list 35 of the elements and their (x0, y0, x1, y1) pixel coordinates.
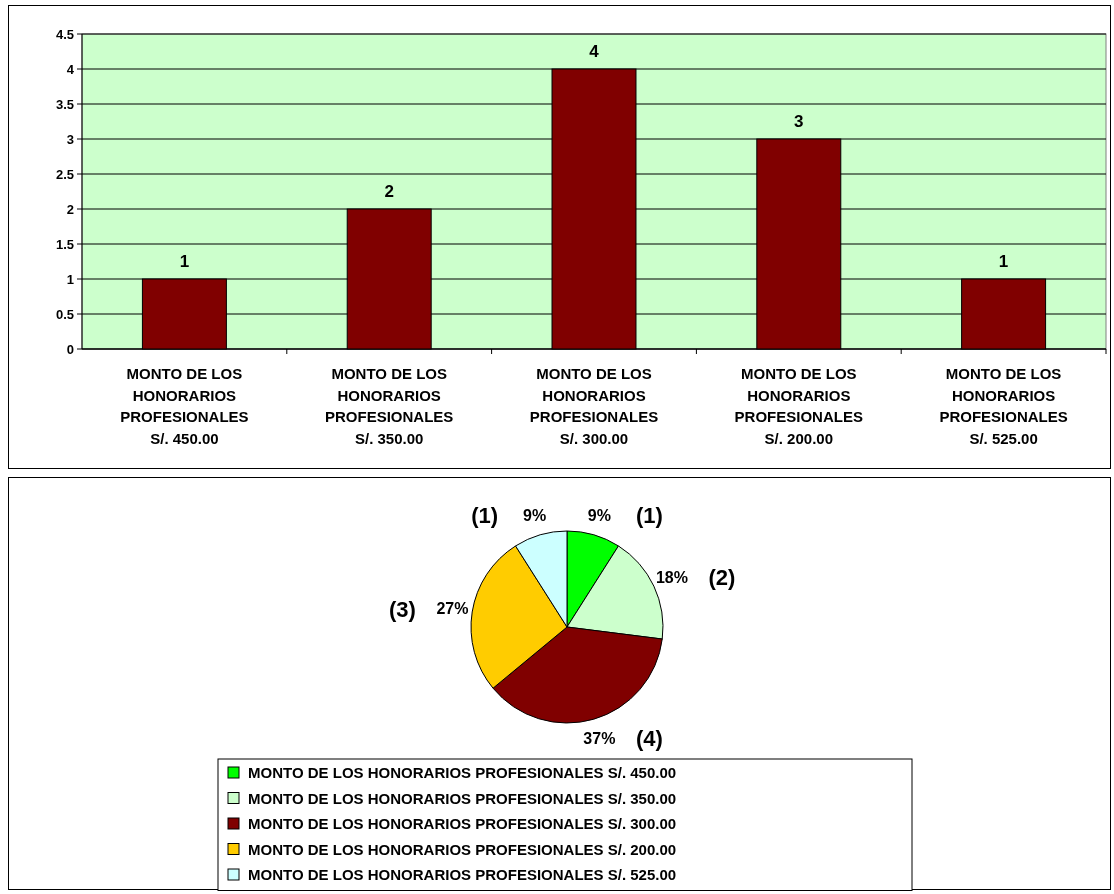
data-label: 1 (179, 252, 190, 271)
data-label: 3 (794, 112, 804, 131)
text: (2) (708, 565, 736, 591)
legend-label: MONTO DE LOS HONORARIOS PROFESIONALES S/. 350.00 (248, 789, 677, 807)
data-label: 4 (589, 42, 600, 61)
data-label: 9% (587, 507, 611, 525)
legend-label: MONTO DE LOS HONORARIOS PROFESIONALES S/. 450.00 (248, 764, 677, 782)
x-tick-label: MONTO DE LOS HONORARIOS PROFESIONALES S/. 350.00 (325, 365, 454, 447)
legend-label: MONTO DE LOS HONORARIOS PROFESIONALES S/. 200.00 (248, 840, 677, 858)
y-tick-label: 0 (66, 341, 74, 357)
data-label: 27% (436, 600, 469, 618)
y-tick-label: 4.5 (55, 26, 74, 42)
text: (3) (388, 596, 416, 622)
x-tick-label: MONTO DE LOS HONORARIOS PROFESIONALES S/. 200.00 (734, 365, 863, 447)
data-label: 9% (523, 507, 547, 525)
text: (4) (635, 726, 663, 752)
data-label: 1 (998, 252, 1009, 271)
x-tick-label: MONTO DE LOS HONORARIOS PROFESIONALES S/. 450.00 (120, 365, 249, 447)
data-label: 2 (384, 182, 394, 201)
y-tick-label: 0.5 (55, 306, 74, 322)
data-label: 18% (655, 569, 688, 587)
y-tick-label: 2.5 (55, 166, 74, 182)
text: (1) (635, 503, 663, 529)
data-label: 37% (583, 729, 616, 747)
y-tick-label: 1 (66, 271, 74, 287)
legend-label: MONTO DE LOS HONORARIOS PROFESIONALES S/. 300.00 (248, 815, 677, 833)
legend-label: MONTO DE LOS HONORARIOS PROFESIONALES S/. 525.00 (248, 866, 677, 884)
text: (1) (471, 503, 499, 529)
y-tick-label: 1.5 (55, 236, 74, 252)
y-tick-label: 4 (66, 61, 75, 77)
y-tick-label: 2 (66, 201, 74, 217)
x-tick-label: MONTO DE LOS HONORARIOS PROFESIONALES S/. 525.00 (939, 365, 1068, 447)
y-tick-label: 3 (66, 131, 74, 147)
x-tick-label: MONTO DE LOS HONORARIOS PROFESIONALES S/. 300.00 (529, 365, 659, 447)
y-tick-label: 3.5 (55, 96, 74, 112)
